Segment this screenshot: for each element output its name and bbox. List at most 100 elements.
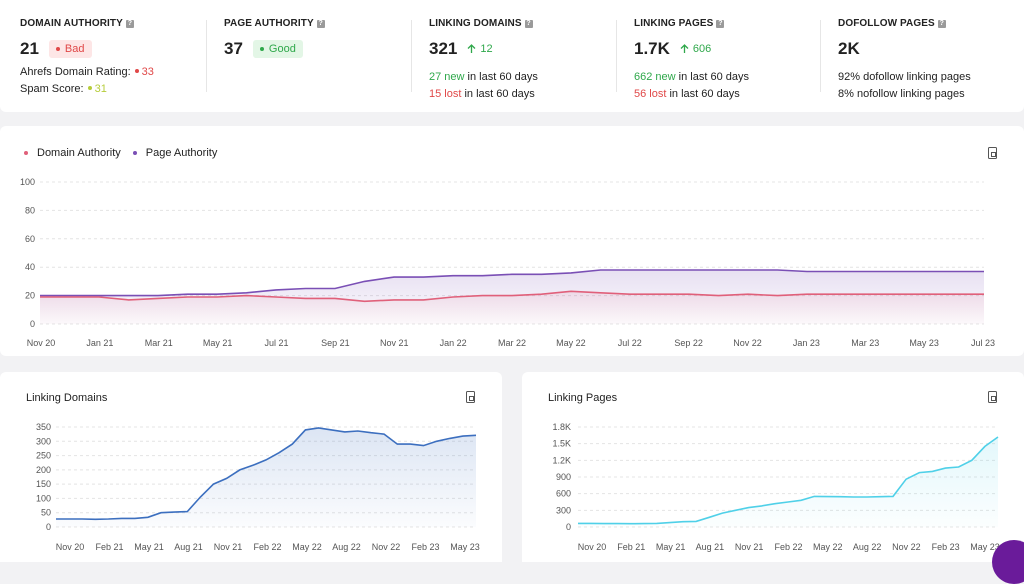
new-suffix: in last 60 days <box>678 71 749 83</box>
domain-authority-line <box>40 290 984 303</box>
x-tick-label: Aug 21 <box>696 542 725 552</box>
y-tick-label: 250 <box>36 451 51 461</box>
export-icon[interactable] <box>988 391 997 403</box>
spam-value: 31 <box>94 83 107 95</box>
lime-dot-icon <box>87 86 92 91</box>
export-icon[interactable] <box>466 391 475 403</box>
x-tick-label: Sep 21 <box>321 338 350 348</box>
x-tick-label: Nov 21 <box>214 542 243 552</box>
y-tick-label: 100 <box>36 493 51 503</box>
chart-legend: Domain Authority Page Authority <box>24 147 217 159</box>
y-tick-label: 300 <box>556 505 571 515</box>
y-tick-label: 60 <box>25 234 35 244</box>
help-icon[interactable]: ? <box>125 19 134 28</box>
status-badge: Bad <box>48 40 92 58</box>
y-tick-label: 1.5K <box>552 439 571 449</box>
stat-title: LINKING DOMAINS <box>429 18 522 29</box>
linking-domains-line <box>56 427 477 521</box>
domain-authority-area <box>40 291 984 324</box>
stat-value: 37 <box>224 39 243 58</box>
help-icon[interactable]: ? <box>524 19 533 28</box>
delta: 12 <box>467 43 493 55</box>
y-tick-label: 0 <box>566 522 571 532</box>
y-tick-label: 50 <box>41 508 51 518</box>
x-tick-label: May 22 <box>292 542 322 552</box>
x-tick-label: Jul 21 <box>264 338 288 348</box>
x-tick-label: Aug 22 <box>853 542 882 552</box>
y-tick-label: 20 <box>25 291 35 301</box>
x-tick-label: Feb 21 <box>617 542 645 552</box>
x-tick-label: Feb 22 <box>253 542 281 552</box>
ahrefs-value: 33 <box>141 66 154 78</box>
legend-item-page-authority[interactable]: Page Authority <box>132 147 218 159</box>
x-tick-label: May 22 <box>813 542 843 552</box>
new-count: 662 new <box>634 71 676 83</box>
y-tick-label: 900 <box>556 472 571 482</box>
y-tick-label: 0 <box>46 522 51 532</box>
chat-bubble-button[interactable] <box>992 540 1024 584</box>
y-tick-label: 150 <box>36 479 51 489</box>
y-tick-label: 0 <box>30 319 35 329</box>
x-tick-label: May 23 <box>909 338 939 348</box>
help-icon[interactable]: ? <box>316 19 325 28</box>
stat-page-authority: PAGE AUTHORITY? 37 Good <box>206 0 394 112</box>
help-icon[interactable]: ? <box>716 19 725 28</box>
x-tick-label: Jan 23 <box>793 338 820 348</box>
y-tick-label: 600 <box>556 489 571 499</box>
spam-label: Spam Score: <box>20 83 84 95</box>
x-tick-label: Nov 21 <box>735 542 764 552</box>
good-dot-icon <box>259 47 264 51</box>
stat-linking-domains: LINKING DOMAINS? 321 12 27 new in last 6… <box>411 0 599 112</box>
x-tick-label: Aug 21 <box>174 542 203 552</box>
legend-label: Domain Authority <box>37 147 121 159</box>
linking-pages-area <box>578 437 998 527</box>
stat-dofollow-pages: DOFOLLOW PAGES? 2K 92% dofollow linking … <box>820 0 1008 112</box>
stat-title: DOFOLLOW PAGES <box>838 18 935 29</box>
linking-pages-chart: 0 300 600 900 1.2K 1.5K 1.8K Nov 20 Feb 21 May 21… <box>552 422 1000 552</box>
x-tick-label: Feb 23 <box>932 542 960 552</box>
nofollow-line: 8% nofollow linking pages <box>838 88 965 100</box>
x-tick-label: Nov 21 <box>380 338 409 348</box>
stats-panel: DOMAIN AUTHORITY? 21 Bad Ahrefs Domain R… <box>0 0 1024 112</box>
linking-pages-card: Linking Pages 0 300 600 900 1.2K 1.5K 1.8K Nov … <box>522 372 1024 562</box>
legend-item-domain-authority[interactable]: Domain Authority <box>24 147 121 159</box>
linking-domains-chart: 0 50 100 150 200 250 300 350 Nov 20 Feb 21 May 21 A… <box>36 422 480 552</box>
x-tick-label: May 23 <box>970 542 1000 552</box>
legend-label: Page Authority <box>145 147 218 159</box>
authority-chart-card: Domain Authority Page Authority 0 20 40 60 8… <box>0 126 1024 356</box>
chart-title: Linking Domains <box>26 392 108 404</box>
y-tick-label: 40 <box>25 262 35 272</box>
help-icon[interactable]: ? <box>937 19 946 28</box>
y-tick-label: 350 <box>36 422 51 432</box>
x-tick-label: Nov 22 <box>733 338 762 348</box>
linking-pages-line <box>578 436 999 525</box>
linking-domains-card: Linking Domains 0 50 100 150 200 250 300 350 Nov… <box>0 372 502 562</box>
stat-value: 1.7K <box>634 39 670 58</box>
x-tick-label: Mar 21 <box>145 338 173 348</box>
page-authority-line <box>40 269 984 297</box>
x-tick-label: Jan 21 <box>86 338 113 348</box>
bad-dot-icon <box>55 47 60 51</box>
export-icon[interactable] <box>988 147 997 159</box>
legend-dot-icon <box>24 151 28 155</box>
arrow-up-icon <box>467 44 476 53</box>
dofollow-line: 92% dofollow linking pages <box>838 71 971 83</box>
stat-value: 21 <box>20 39 39 58</box>
x-tick-label: May 21 <box>656 542 686 552</box>
stat-title: DOMAIN AUTHORITY <box>20 18 123 29</box>
lost-suffix: in last 60 days <box>464 88 535 100</box>
stat-domain-authority: DOMAIN AUTHORITY? 21 Bad Ahrefs Domain R… <box>20 0 190 112</box>
y-tick-label: 300 <box>36 436 51 446</box>
stat-value: 2K <box>838 39 860 58</box>
badge-label: Good <box>268 43 296 55</box>
y-tick-label: 1.2K <box>552 455 571 465</box>
x-tick-label: May 22 <box>556 338 586 348</box>
x-tick-label: Nov 22 <box>892 542 921 552</box>
stat-title: LINKING PAGES <box>634 18 714 29</box>
authority-chart: 0 20 40 60 80 100 Nov 20 Jan 21 Mar 21 May 21 Jul … <box>20 177 995 348</box>
x-tick-label: May 21 <box>203 338 233 348</box>
x-tick-label: Mar 23 <box>851 338 879 348</box>
x-tick-label: Nov 20 <box>27 338 56 348</box>
stat-linking-pages: LINKING PAGES? 1.7K 606 662 new in last … <box>616 0 804 112</box>
x-tick-label: Mar 22 <box>498 338 526 348</box>
